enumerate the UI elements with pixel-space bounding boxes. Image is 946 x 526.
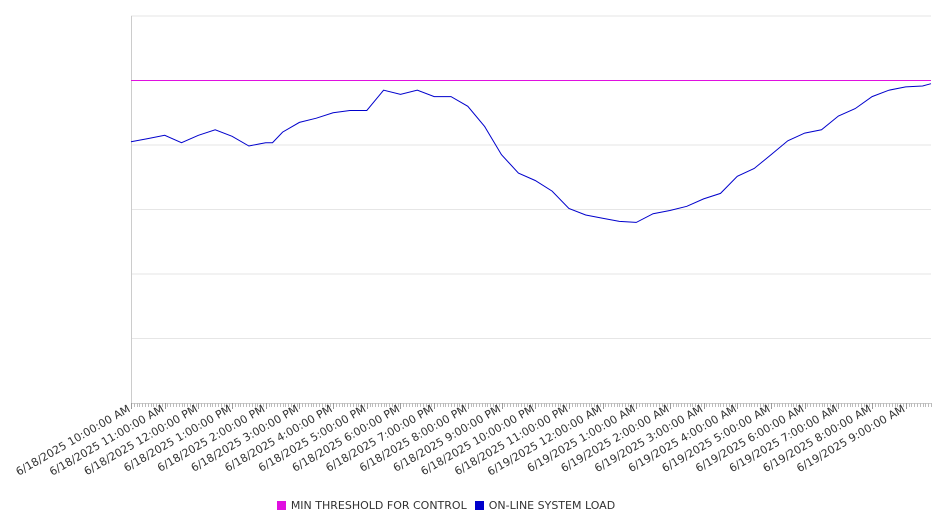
legend-label: ON-LINE SYSTEM LOAD	[488, 499, 616, 512]
legend-item[interactable]: ON-LINE SYSTEM LOAD	[474, 499, 616, 512]
legend-swatch	[276, 501, 286, 510]
series-layer	[130, 80, 932, 223]
grid-lines	[131, 15, 931, 339]
legend: MIN THRESHOLD FOR CONTROL ON-LINE SYSTEM …	[0, 499, 892, 512]
x-axis-tick-labels: 6/18/2025 10:00:00 AM6/18/2025 11:00:00 …	[14, 402, 908, 478]
legend-swatch	[474, 501, 484, 510]
legend-label: MIN THRESHOLD FOR CONTROL	[290, 499, 467, 512]
legend-item[interactable]: MIN THRESHOLD FOR CONTROL	[276, 499, 467, 512]
series-line-system-load	[130, 83, 932, 223]
x-axis-ticks	[131, 403, 932, 409]
